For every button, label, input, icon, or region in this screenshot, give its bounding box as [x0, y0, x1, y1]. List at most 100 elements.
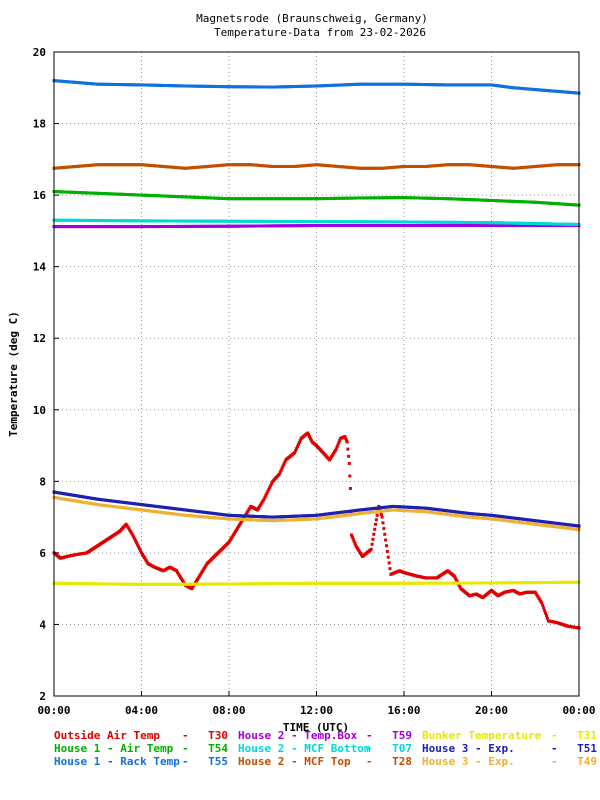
- data-point: [228, 539, 232, 543]
- data-point: [255, 508, 259, 512]
- x-tick-label: 08:00: [212, 704, 245, 717]
- x-tick-label: 00:00: [37, 704, 70, 717]
- x-axis-label: TIME (UTC): [283, 721, 349, 734]
- data-point: [373, 527, 377, 531]
- data-point: [541, 604, 545, 608]
- legend-dash: -: [366, 755, 373, 768]
- data-point: [231, 534, 235, 538]
- data-point: [204, 563, 208, 567]
- data-point: [229, 537, 233, 541]
- data-point: [308, 436, 312, 440]
- data-point: [127, 527, 131, 531]
- data-point: [230, 536, 234, 540]
- y-tick-label: 4: [39, 618, 46, 631]
- data-point: [280, 466, 284, 470]
- data-point: [350, 535, 354, 539]
- data-point: [200, 570, 204, 574]
- legend-code-t31: T31: [577, 729, 597, 742]
- data-point: [351, 537, 355, 541]
- legend-entry-t30: Outside Air Temp: [54, 729, 160, 742]
- data-point: [354, 544, 358, 548]
- data-point: [256, 506, 260, 510]
- data-point: [388, 567, 392, 571]
- data-point: [352, 539, 356, 543]
- data-point: [235, 526, 239, 530]
- data-point: [297, 440, 301, 444]
- data-point: [140, 551, 143, 555]
- data-point: [353, 542, 357, 546]
- data-point: [387, 561, 391, 565]
- data-point: [298, 438, 302, 442]
- data-point: [374, 522, 378, 526]
- legend-dash: -: [182, 742, 189, 755]
- data-point: [535, 593, 539, 597]
- legend-dash: -: [366, 742, 373, 755]
- data-point: [369, 547, 373, 551]
- data-point: [457, 583, 461, 587]
- data-point: [537, 596, 541, 600]
- series-t28: [52, 163, 581, 170]
- legend-code-t51: T51: [577, 742, 597, 755]
- y-tick-label: 16: [33, 189, 47, 202]
- data-point: [380, 515, 384, 519]
- data-point: [538, 598, 542, 602]
- data-point: [346, 447, 350, 451]
- data-point: [128, 528, 132, 532]
- legend-code-t54: T54: [208, 742, 228, 755]
- legend-code-t07: T07: [392, 742, 412, 755]
- data-series: [52, 79, 581, 630]
- legend-entry-t28: House 2 - MCF Top: [238, 755, 351, 768]
- y-tick-label: 2: [39, 690, 46, 703]
- legend-entry-t31: Bunker Temperature: [422, 729, 542, 742]
- data-point: [348, 474, 352, 478]
- data-point: [278, 470, 282, 474]
- data-point: [331, 452, 335, 456]
- data-point: [307, 433, 311, 437]
- data-point: [295, 445, 299, 449]
- legend-dash: -: [366, 729, 373, 742]
- legend-code-t55: T55: [208, 755, 228, 768]
- y-tick-label: 14: [33, 261, 47, 274]
- data-point: [177, 574, 181, 578]
- data-point: [267, 487, 271, 491]
- data-point: [181, 580, 185, 584]
- data-point: [190, 587, 194, 591]
- data-point: [201, 568, 205, 572]
- data-point: [245, 511, 249, 515]
- data-point: [358, 550, 362, 554]
- data-point: [455, 580, 459, 584]
- legend-code-t28: T28: [392, 755, 412, 768]
- data-point: [371, 537, 375, 541]
- data-point: [233, 531, 237, 535]
- data-point: [264, 493, 268, 497]
- data-point: [330, 455, 333, 459]
- data-point: [283, 460, 287, 464]
- data-point: [281, 464, 285, 468]
- data-point: [306, 431, 310, 435]
- legend-entry-t59: House 2 - Temp.Box: [238, 729, 358, 742]
- data-point: [268, 485, 272, 489]
- data-point: [328, 458, 332, 462]
- data-point: [345, 440, 349, 444]
- data-point: [143, 557, 147, 561]
- data-point: [452, 574, 456, 578]
- data-point: [263, 495, 267, 499]
- data-point: [144, 559, 148, 563]
- data-point: [453, 576, 457, 580]
- data-point: [374, 518, 378, 522]
- data-point: [295, 447, 298, 451]
- data-point: [239, 520, 243, 524]
- data-point: [379, 512, 383, 516]
- legend-code-t49: T49: [577, 755, 597, 768]
- data-point: [248, 506, 252, 510]
- data-point: [359, 551, 363, 555]
- data-point: [344, 438, 348, 442]
- data-point: [191, 585, 195, 589]
- data-point: [238, 522, 242, 526]
- data-point: [386, 555, 390, 559]
- data-point: [534, 592, 538, 596]
- data-point: [232, 532, 236, 536]
- y-tick-label: 6: [39, 547, 46, 560]
- data-point: [372, 532, 376, 536]
- data-point: [261, 499, 265, 503]
